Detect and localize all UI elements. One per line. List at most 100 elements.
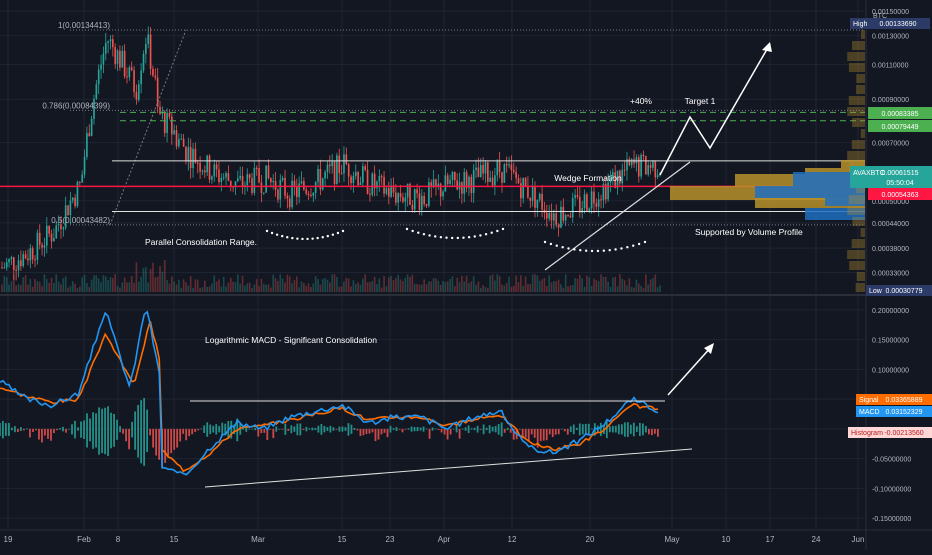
histogram-bar: [11, 427, 13, 431]
candle-body: [604, 183, 607, 200]
histogram-bar: [200, 428, 203, 430]
histogram-bar: [569, 426, 572, 432]
candle-body: [600, 199, 602, 201]
candle-body: [34, 259, 36, 261]
volume-bar: [251, 287, 253, 292]
histogram-bar: [35, 428, 37, 431]
candle-body: [345, 154, 348, 165]
histogram-bar: [95, 413, 97, 448]
histogram-bar: [185, 428, 188, 441]
candle-body: [595, 203, 598, 207]
support-dots: [501, 227, 505, 231]
volume-bar: [62, 278, 65, 292]
volume-bar: [555, 281, 558, 292]
histogram-bar: [50, 428, 52, 441]
candle-body: [428, 182, 430, 206]
histogram-bar: [623, 422, 626, 437]
candle-body: [336, 155, 338, 185]
histogram-bar: [332, 427, 335, 431]
histogram-bar: [374, 428, 377, 442]
histogram-tag-bg: [848, 427, 932, 438]
volume-bar: [206, 286, 209, 292]
candle-body: [97, 69, 100, 85]
candle-body: [331, 161, 334, 167]
candle-body: [571, 198, 574, 218]
fib-level-label: 0.786(0.00084399): [42, 101, 110, 110]
histogram-bar: [395, 427, 398, 431]
x-tick-label: Feb: [77, 535, 91, 544]
histogram-bar: [383, 428, 386, 433]
volume-bar: [244, 285, 246, 292]
candle-body: [15, 269, 17, 271]
candle-body: [303, 181, 305, 190]
histogram-bar: [221, 422, 224, 437]
volume-bar: [74, 283, 76, 292]
volume-bar: [621, 278, 624, 292]
candle-body: [423, 195, 425, 204]
volume-bar: [12, 274, 15, 292]
histogram-bar: [440, 428, 443, 433]
histogram-bar: [551, 428, 554, 438]
volume-bar: [27, 284, 29, 292]
histogram-bar: [644, 425, 647, 433]
candle-body: [62, 227, 65, 230]
candle-body: [652, 161, 654, 168]
candle-body: [5, 262, 8, 268]
histogram-bar: [350, 424, 353, 434]
candle-body: [321, 178, 324, 190]
price-tick-label: 0.00044000: [872, 221, 909, 228]
volume-bar: [133, 282, 135, 292]
histogram-bar: [323, 425, 326, 433]
volume-bar: [451, 276, 454, 292]
volume-bar: [140, 276, 142, 292]
candle-body: [300, 181, 303, 184]
volume-bar: [494, 280, 496, 292]
candle-body: [527, 185, 529, 198]
macd-tag-bg: [856, 406, 932, 417]
volume-bar: [149, 268, 152, 292]
volume-bar: [347, 278, 350, 292]
support-dots: [584, 249, 588, 252]
histogram-bar: [368, 428, 371, 434]
volume-bar: [338, 286, 341, 292]
histogram-bar: [455, 425, 458, 433]
candle-body: [402, 197, 404, 202]
candle-body: [637, 157, 640, 177]
volume-bar: [239, 283, 242, 292]
histogram-bar: [233, 424, 236, 435]
candle-body: [383, 176, 385, 194]
histogram-bar: [122, 428, 124, 434]
histogram-bar: [266, 428, 269, 441]
volume-bar: [583, 286, 586, 292]
candle-body: [623, 169, 626, 171]
volume-bar: [354, 283, 357, 292]
candle-body: [562, 206, 565, 221]
candle-body: [576, 194, 579, 197]
histogram-bar: [578, 423, 581, 436]
support-dots: [321, 236, 324, 239]
candle-body: [512, 170, 515, 172]
volume-bar: [444, 282, 447, 292]
volume-bar: [425, 284, 428, 292]
signal-tag-value: 0.03365889: [886, 397, 923, 404]
histogram-bar: [242, 428, 245, 430]
candle-body: [53, 238, 55, 242]
x-tick-label: Mar: [251, 535, 265, 544]
histogram-bar: [38, 428, 40, 440]
histogram-bar: [224, 423, 227, 436]
support-dots: [341, 229, 345, 233]
support-dots: [637, 242, 641, 246]
histogram-bar: [176, 428, 179, 448]
volume-bar: [371, 280, 374, 292]
candle-body: [612, 172, 614, 179]
candle-body: [564, 215, 567, 221]
candle-body: [45, 225, 48, 246]
x-tick-label: 8: [116, 535, 121, 544]
histogram-bar: [293, 426, 296, 432]
volume-bar: [147, 282, 150, 292]
histogram-bar: [152, 428, 155, 448]
macd-line: [0, 310, 659, 476]
volume-profile-bar: [849, 261, 865, 270]
